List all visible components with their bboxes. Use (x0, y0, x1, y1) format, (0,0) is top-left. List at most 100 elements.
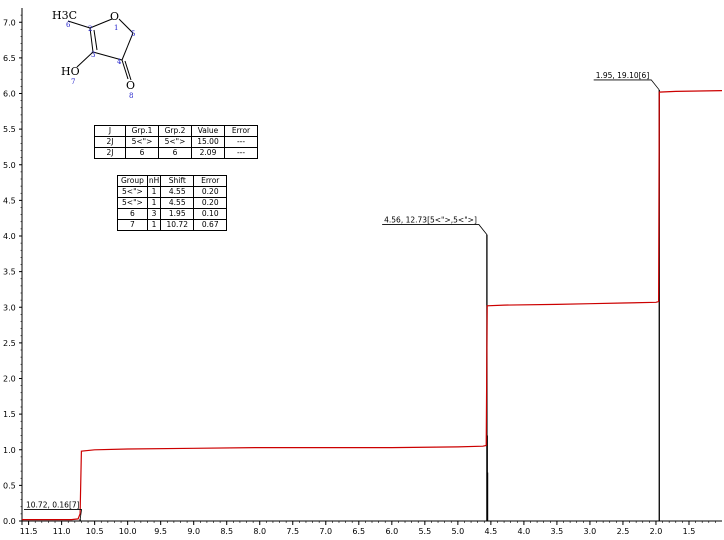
table-header-cell: Error (224, 125, 258, 137)
table-header-cell: J (94, 125, 126, 137)
coupling-constant-table: J Grp.1 Grp.2 Value Error 2J 5<"> 5<"> 1… (94, 125, 258, 159)
y-tick-label: 5.5 (3, 125, 16, 134)
annotation-leader (382, 224, 488, 235)
y-tick-label: 1.5 (3, 410, 16, 419)
atom-label: HO (61, 65, 80, 78)
integral-curve (22, 90, 723, 521)
table-cell: --- (224, 136, 258, 148)
table-cell: 2.09 (191, 147, 225, 159)
table-cell: 15.00 (191, 136, 225, 148)
atom-label: O (126, 79, 135, 92)
table-cell: 1 (146, 197, 162, 209)
table-cell: 1 (146, 219, 162, 231)
y-tick-label: 3.0 (3, 303, 16, 312)
table-header-row: Group nH Shift Error (117, 175, 228, 187)
peak-annotations: 10.72, 0.16[7] 4.56, 12.73[5<">,5<">] 1.95… (24, 71, 660, 520)
x-tick-label: 6.5 (352, 527, 365, 536)
molecule-structure: H3C 6 2 O 1 5 3 4 HO 7 O 8 (52, 9, 135, 100)
annotation-label: 10.72, 0.16[7] (26, 501, 80, 510)
x-axis-ticks: 11.5 11.0 10.5 10.0 9.5 9.0 8.5 8.0 7.5 7.0 6.5 6.0… (20, 521, 716, 536)
atom-number: 8 (129, 92, 133, 100)
x-tick-label: 2.0 (650, 527, 663, 536)
x-tick-label: 3.5 (551, 527, 564, 536)
x-tick-label: 3.0 (584, 527, 597, 536)
x-tick-label: 4.5 (485, 527, 498, 536)
x-tick-label: 8.0 (253, 527, 266, 536)
atom-label: H3C (52, 9, 77, 22)
table-header-cell: Value (191, 125, 225, 137)
annotation-leader (593, 79, 660, 91)
table-row: 5<"> 1 4.55 0.20 (117, 186, 228, 198)
atom-number: 2 (88, 25, 92, 33)
x-tick-label: 11.0 (53, 527, 71, 536)
table-cell: 0.20 (193, 197, 228, 209)
x-tick-label: 11.5 (20, 527, 38, 536)
x-tick-label: 5.0 (451, 527, 464, 536)
table-cell: 6 (117, 208, 148, 220)
table-cell: 7 (117, 219, 148, 231)
y-tick-label: 6.0 (3, 90, 16, 99)
x-tick-label: 6.0 (385, 527, 398, 536)
x-tick-label: 9.0 (187, 527, 200, 536)
table-cell: 6 (125, 147, 159, 159)
table-header-cell: Grp.2 (158, 125, 192, 137)
table-cell: 2J (94, 136, 126, 148)
annotation-label: 1.95, 19.10[6] (596, 71, 650, 80)
x-tick-label: 10.5 (86, 527, 104, 536)
peak-annotation: 4.56, 12.73[5<">,5<">] (382, 216, 488, 235)
y-tick-label: 2.0 (3, 375, 16, 384)
x-tick-label: 1.5 (683, 527, 696, 536)
table-row: 2J 6 6 2.09 --- (94, 147, 258, 159)
y-tick-label: 0.0 (3, 517, 16, 526)
table-cell: 5<"> (158, 136, 192, 148)
table-row: 5<"> 1 4.55 0.20 (117, 197, 228, 209)
chemical-shift-table: Group nH Shift Error 5<"> 1 4.55 0.20 5<… (117, 175, 228, 231)
x-tick-label: 4.0 (518, 527, 531, 536)
table-row: 6 3 1.95 0.10 (117, 208, 228, 220)
table-cell: 1.95 (160, 208, 195, 220)
y-axis-ticks: 0.0 0.5 1.0 1.5 2.0 2.5 3.0 3.5 4.0 4.5 5.0 5.5 6.0 6… (3, 14, 22, 526)
table-cell: 0.67 (193, 219, 228, 231)
table-header-cell: Group (117, 175, 148, 187)
table-cell: 5<"> (117, 186, 148, 198)
table-cell: --- (224, 147, 258, 159)
table-header-cell: Grp.1 (125, 125, 159, 137)
x-tick-label: 5.5 (418, 527, 431, 536)
atom-number: 1 (114, 24, 118, 32)
table-cell: 5<"> (125, 136, 159, 148)
y-tick-label: 4.0 (3, 232, 16, 241)
y-tick-label: 0.5 (3, 481, 16, 490)
atom-number: 5 (131, 30, 135, 38)
table-header-row: J Grp.1 Grp.2 Value Error (94, 125, 258, 137)
table-cell: 4.55 (160, 197, 195, 209)
annotation-label: 4.56, 12.73[5<">,5<">] (384, 216, 477, 225)
y-tick-label: 5.0 (3, 161, 16, 170)
table-cell: 10.72 (160, 219, 195, 231)
atom-number: 3 (91, 51, 95, 59)
atom-number: 4 (117, 58, 122, 66)
table-cell: 3 (146, 208, 162, 220)
table-cell: 0.10 (193, 208, 228, 220)
y-tick-label: 6.5 (3, 54, 16, 63)
table-cell: 0.20 (193, 186, 228, 198)
table-cell: 2J (94, 147, 126, 159)
x-tick-label: 7.0 (319, 527, 332, 536)
y-tick-label: 2.5 (3, 339, 16, 348)
table-cell: 4.55 (160, 186, 195, 198)
y-tick-label: 1.0 (3, 446, 16, 455)
table-row: 2J 5<"> 5<"> 15.00 --- (94, 136, 258, 148)
x-tick-label: 7.5 (286, 527, 299, 536)
peak-annotation: 1.95, 19.10[6] (593, 71, 660, 91)
atom-number: 7 (71, 78, 75, 86)
y-tick-label: 3.5 (3, 268, 16, 277)
x-tick-label: 8.5 (220, 527, 233, 536)
table-header-cell: Shift (160, 175, 195, 187)
table-header-cell: Error (193, 175, 228, 187)
table-cell: 5<"> (117, 197, 148, 209)
x-tick-label: 10.0 (119, 527, 137, 536)
annotation-leader (24, 509, 83, 520)
atom-label: O (110, 10, 119, 23)
y-tick-label: 7.0 (3, 18, 16, 27)
table-row: 7 1 10.72 0.67 (117, 219, 228, 231)
